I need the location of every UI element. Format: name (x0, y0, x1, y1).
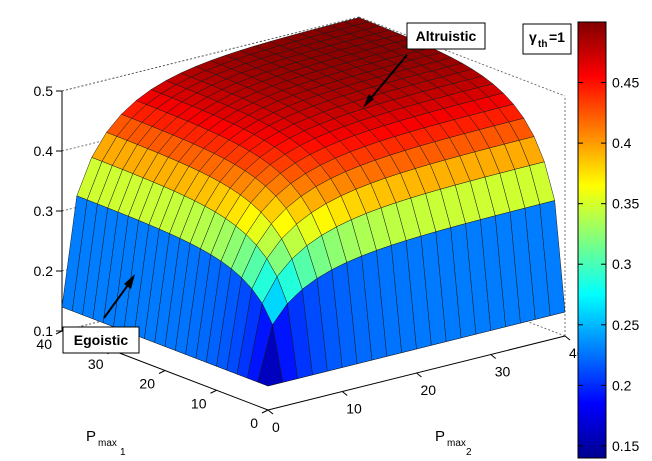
colorbar-ticks: 0.15 0.2 0.25 0.3 0.35 0.4 0.45 (578, 75, 639, 454)
annotation-egoistic: Egoistic (62, 274, 140, 354)
x-axis-label-index: 1 (120, 447, 126, 458)
z-axis-ticks: 0.1 0.2 0.3 0.4 0.5 (34, 83, 62, 339)
annotation-altruistic: Altruistic (363, 22, 486, 108)
y-tick-label: 10 (346, 401, 362, 417)
y-axis-label-subscript: max (447, 438, 466, 449)
colorbar-tick-label: 0.4 (612, 135, 632, 151)
z-tick-label: 0.3 (34, 203, 54, 219)
x-axis-label: P max 1 (86, 428, 126, 458)
colorbar-tick-label: 0.15 (612, 438, 639, 454)
z-tick-label: 0.4 (34, 143, 54, 159)
z-tick-label: 0.1 (34, 323, 54, 339)
colorbar-title-box (522, 23, 572, 55)
annotation-altruistic-box (406, 22, 486, 50)
colorbar-title-value: =1 (549, 29, 565, 45)
annotation-egoistic-box (62, 326, 140, 354)
x-axis-label-subscript: max (98, 438, 117, 449)
x-tick-label: 10 (191, 395, 207, 411)
y-tick-label: 30 (495, 364, 511, 380)
annotation-egoistic-text: Egoistic (74, 332, 129, 348)
colorbar-gradient (577, 21, 607, 459)
y-axis-label-index: 2 (466, 447, 472, 458)
colorbar: 0.15 0.2 0.25 0.3 0.35 0.4 0.45 γ th =1 (522, 21, 639, 459)
colorbar-tick-label: 0.45 (612, 75, 639, 91)
colorbar-tick-label: 0.35 (612, 196, 639, 212)
x-tick-label: 0 (250, 415, 258, 431)
x-axis-label-symbol: P (86, 428, 96, 445)
colorbar-title-symbol: γ (529, 29, 537, 45)
z-tick-label: 0.2 (34, 263, 54, 279)
colorbar-title-subscript: th (538, 39, 547, 50)
z-tick-label: 0.5 (34, 83, 54, 99)
colorbar-tick-label: 0.2 (612, 377, 632, 393)
altruistic-surface-patch (539, 200, 566, 317)
x-tick-label: 30 (88, 356, 104, 372)
altruistic-surface (61, 17, 566, 387)
y-axis-label-symbol: P (435, 428, 445, 445)
x-tick-label: 20 (139, 376, 155, 392)
y-axis-label: P max 2 (435, 428, 472, 458)
y-tick-label: 20 (421, 382, 437, 398)
x-tick-label: 40 (36, 336, 52, 352)
y-tick-label: 0 (272, 419, 280, 435)
x-axis-ticks: 0 10 20 30 40 (36, 330, 269, 431)
annotation-altruistic-text: Altruistic (416, 28, 477, 44)
colorbar-tick-label: 0.25 (612, 317, 639, 333)
colorbar-tick-label: 0.3 (612, 256, 632, 272)
